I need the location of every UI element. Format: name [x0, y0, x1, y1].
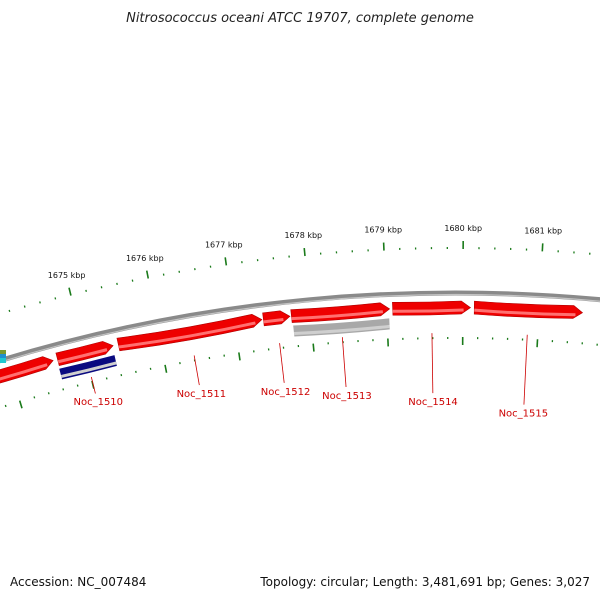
outer-major-tick: [145, 270, 150, 279]
gene-label-text: Noc_1515: [499, 409, 549, 420]
inner-minor-tick: [62, 388, 65, 391]
scale-label: 1675 kbp: [48, 271, 86, 280]
scale-labels: 1681 kbp 1680 kbp 1679 kbp 1678 kbp 1677 kbp…: [48, 224, 562, 280]
gene-arrow-shade: [474, 308, 576, 317]
outer-minor-tick: [54, 297, 57, 300]
gene-label-text: Noc_1514: [408, 397, 458, 408]
scale-label: 1679 kbp: [364, 226, 402, 235]
edge-feature-olive: [0, 350, 6, 354]
scale-label: 1676 kbp: [126, 254, 164, 263]
inner-major-tick: [164, 364, 168, 373]
outer-major-tick: [68, 287, 72, 296]
gene-label-text: Noc_1513: [322, 391, 372, 402]
gene-label-text: Noc_1510: [73, 397, 123, 408]
edge-feature-blue: [0, 354, 6, 358]
outer-minor-tick: [8, 309, 11, 313]
scale-label: 1677 kbp: [205, 241, 243, 250]
gene-arrow-shade: [392, 308, 464, 313]
gene-arrow-shade: [118, 321, 256, 349]
gene-arrow-shade: [0, 363, 48, 381]
genome-summary-text: Topology: circular; Length: 3,481,691 bp…: [259, 575, 590, 589]
gene-track: [0, 300, 584, 384]
inner-major-tick: [18, 400, 23, 409]
inner-minor-tick: [4, 404, 7, 408]
navy-feature-shade: [60, 361, 117, 378]
feature-track: [59, 318, 390, 380]
left-edge-features: [0, 350, 6, 363]
gene-label-line: [90, 376, 96, 394]
gene-arrow-shade: [57, 348, 108, 364]
inner-minor-tick: [76, 384, 79, 387]
accession-text: Accession: NC_007484: [10, 575, 146, 589]
gene-label-line: [279, 343, 285, 383]
inner-tick-ring: [4, 337, 598, 409]
gene-label-line: [193, 355, 200, 386]
genome-backbone: [0, 290, 600, 364]
gene-arrow: [262, 310, 291, 327]
edge-feature-cyan: [0, 358, 6, 363]
gene-label-line: [523, 334, 528, 405]
inner-minor-tick: [33, 396, 36, 399]
gene-label-line: [431, 333, 434, 394]
gene-label-line: [341, 337, 347, 388]
inner-minor-tick: [47, 392, 50, 395]
inner-major-tick: [238, 352, 241, 361]
genome-backbone-highlight: [0, 293, 600, 363]
gene-label-text: Noc_1511: [177, 389, 227, 400]
gene-arrow-shade: [263, 318, 284, 324]
map-title: Nitrosococcus oceani ATCC 19707, complet…: [126, 11, 474, 26]
scale-label: 1678 kbp: [284, 231, 322, 240]
outer-major-tick: [224, 257, 228, 266]
outer-major-tick: [303, 247, 306, 257]
gene-label-text: Noc_1512: [261, 387, 311, 398]
gene-arrow-shade: [291, 310, 384, 321]
inner-major-tick: [312, 343, 315, 352]
outer-minor-tick: [23, 305, 26, 308]
outer-tick-ring: [8, 241, 591, 313]
gene-arrow: [392, 300, 471, 316]
gray-feature-shade: [293, 324, 390, 335]
scale-label: 1681 kbp: [524, 226, 562, 235]
scale-label: 1680 kbp: [444, 224, 482, 233]
outer-minor-tick: [39, 301, 41, 304]
gene-labels: Noc_1515 Noc_1514 Noc_1513 Noc_1512 Noc_1511…: [73, 333, 549, 420]
